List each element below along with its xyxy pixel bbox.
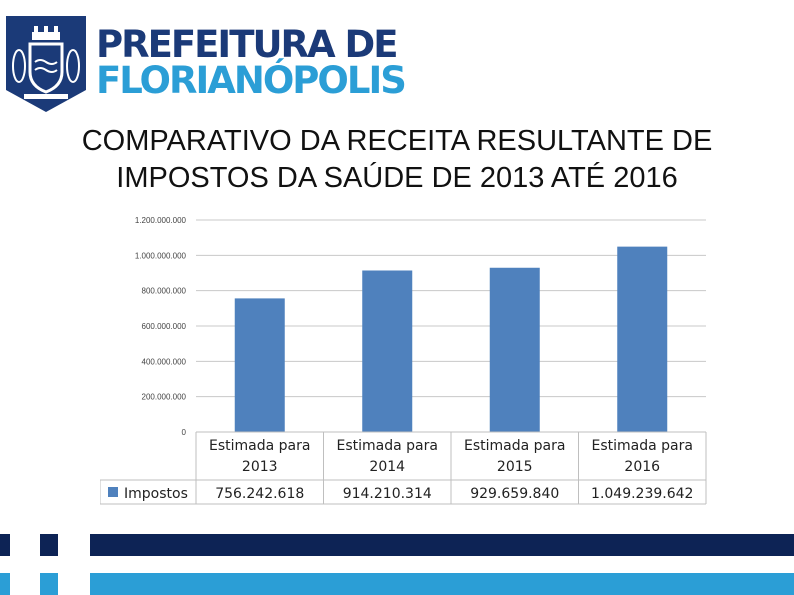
category-label: Estimada para xyxy=(209,438,310,454)
legend-label: Impostos xyxy=(124,486,188,502)
coat-of-arms-icon xyxy=(6,16,86,112)
slide-title-line1: COMPARATIVO DA RECEITA RESULTANTE DE xyxy=(81,125,713,157)
brand-name-line1: PREFEITURA DE xyxy=(96,23,398,66)
data-label: 914.210.314 xyxy=(343,486,432,502)
y-tick-label: 600.000.000 xyxy=(142,322,187,331)
footer-stripes xyxy=(0,534,794,595)
category-label: 2016 xyxy=(624,459,660,475)
data-label: 756.242.618 xyxy=(215,486,304,502)
data-label: 929.659.840 xyxy=(470,486,559,502)
y-tick-label: 200.000.000 xyxy=(142,393,187,402)
footer-navy-block xyxy=(0,534,10,556)
category-label: 2013 xyxy=(242,459,278,475)
y-tick-label: 800.000.000 xyxy=(142,287,187,296)
footer-cyan-band xyxy=(90,573,794,595)
bar xyxy=(489,267,540,432)
category-label: 2015 xyxy=(497,459,533,475)
bar xyxy=(362,270,413,432)
category-label: 2014 xyxy=(369,459,405,475)
footer-navy-block xyxy=(40,534,58,556)
y-tick-label: 0 xyxy=(182,428,187,437)
category-label: Estimada para xyxy=(337,438,438,454)
footer-cyan-block xyxy=(40,573,58,595)
bar xyxy=(617,246,668,432)
footer-cyan-block xyxy=(0,573,10,595)
data-label: 1.049.239.642 xyxy=(591,486,693,502)
y-tick-label: 1.000.000.000 xyxy=(135,251,187,260)
category-label: Estimada para xyxy=(464,438,565,454)
y-tick-label: 400.000.000 xyxy=(142,357,187,366)
legend-swatch xyxy=(108,487,118,497)
bar xyxy=(234,298,285,432)
revenue-bar-chart: 0 200.000.000 400.000.000 600.000.000 800.00… xyxy=(100,216,707,505)
slide-title-line2: IMPOSTOS DA SAÚDE DE 2013 ATÉ 2016 xyxy=(116,162,678,194)
y-tick-label: 1.200.000.000 xyxy=(135,216,187,225)
brand-name-line2: FLORIANÓPOLIS xyxy=(96,59,407,102)
category-label: Estimada para xyxy=(592,438,693,454)
footer-navy-band xyxy=(90,534,794,556)
